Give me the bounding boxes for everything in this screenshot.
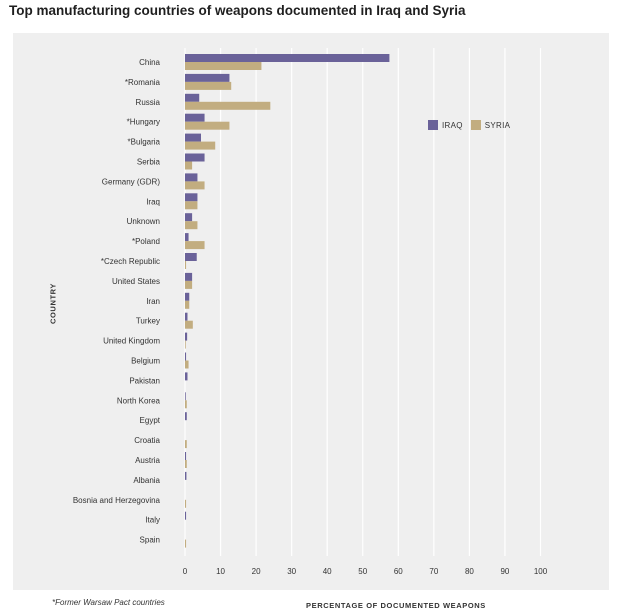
legend: IRAQ SYRIA [428,120,518,130]
y-category-label: *Bulgaria [128,138,161,147]
legend-swatch-syria [470,120,481,130]
x-axis-title: PERCENTAGE OF DOCUMENTED WEAPONS [306,601,486,610]
bar-iraq [185,153,205,162]
x-tick-label: 50 [358,567,367,576]
bar-iraq [185,392,186,401]
bar-iraq [185,213,193,222]
bar-syria [185,539,187,548]
x-tick-label: 10 [216,567,225,576]
bar-syria [185,101,271,110]
legend-item-iraq: IRAQ [428,120,463,130]
bar-syria [185,141,216,150]
y-category-label: Spain [140,536,160,545]
bar-iraq [185,253,197,261]
x-tick-label: 60 [394,567,403,576]
y-category-label: Iran [146,297,160,306]
bar-syria [185,121,230,130]
bar-syria [185,62,262,70]
chart-title: Top manufacturing countries of weapons d… [9,3,466,18]
y-category-label: *Hungary [127,118,160,127]
bar-syria [185,460,187,468]
bar-iraq [185,272,193,281]
bar-iraq [185,292,190,301]
y-category-label: *Czech Republic [101,257,160,266]
bar-syria [185,280,193,289]
bar-syria [185,201,198,210]
bar-syria [185,340,186,349]
bar-syria [185,300,190,309]
bar-iraq [185,73,230,82]
x-tick-label: 40 [323,567,332,576]
y-category-label: Iraq [146,197,160,206]
bar-iraq [185,93,200,102]
bar-syria [185,221,198,230]
bar-iraq [185,54,390,62]
bar-iraq [185,452,187,460]
x-tick-label: 20 [252,567,261,576]
y-axis-title: COUNTRY [48,283,58,325]
bar-syria [185,261,187,269]
y-category-label: Egypt [140,416,161,425]
legend-label-syria: SYRIA [484,120,511,130]
y-category-label: Austria [135,456,160,465]
y-category-label: Turkey [136,317,160,326]
bar-iraq [185,332,188,341]
y-category-label: United Kingdom [103,337,160,346]
footnote: *Former Warsaw Pact countries [52,598,165,607]
bar-syria [185,181,205,190]
bar-syria [185,360,189,369]
bar-iraq [185,113,205,122]
bar-iraq [185,233,189,242]
bar-syria [185,241,205,250]
bar-iraq [185,471,187,480]
legend-label-iraq: IRAQ [442,120,463,130]
bar-iraq [185,133,201,142]
y-category-label: Italy [145,516,160,525]
bar-syria [185,400,187,409]
y-category-label: Belgium [131,357,160,366]
y-category-label: China [139,58,160,67]
legend-item-syria: SYRIA [470,120,511,130]
chart-panel [13,33,609,590]
y-category-label: Pakistan [129,376,160,385]
y-category-label: Russia [136,98,161,107]
bar-iraq [185,372,188,381]
y-category-label: *Romania [125,78,161,87]
y-category-label: Serbia [137,158,161,167]
y-category-label: Germany (GDR) [102,177,161,186]
bar-iraq [185,412,187,421]
x-tick-label: 100 [534,567,548,576]
bar-syria [185,320,193,329]
bar-iraq [185,173,198,182]
bar-iraq [185,511,187,520]
bar-iraq [185,312,188,321]
x-tick-label: 70 [429,567,438,576]
x-tick-label: 80 [465,567,474,576]
x-tick-label: 90 [500,567,509,576]
y-category-label: Bosnia and Herzegovina [73,496,161,505]
x-tick-label: 30 [287,567,296,576]
bar-iraq [185,352,187,361]
y-category-label: Albania [133,476,160,485]
legend-swatch-iraq [428,120,438,130]
bar-syria [185,81,232,90]
bar-syria [185,499,187,508]
bar-syria [185,161,193,170]
y-category-label: North Korea [117,396,161,405]
y-category-label: United States [112,277,160,286]
y-category-label: Unknown [127,217,160,226]
x-tick-label: 0 [183,567,188,576]
y-category-label: *Poland [132,237,160,246]
y-category-label: Croatia [134,436,160,445]
bar-syria [185,440,187,449]
bar-iraq [185,193,198,202]
